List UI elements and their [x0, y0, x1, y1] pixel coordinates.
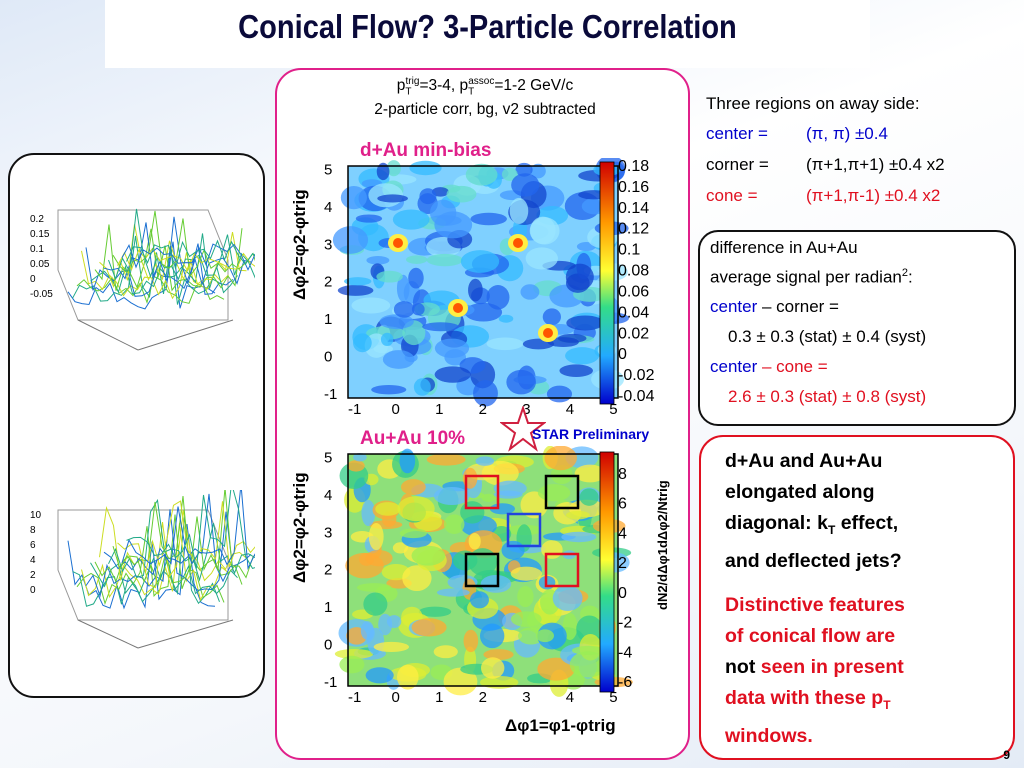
diff-line-2: average signal per radian2:	[710, 267, 913, 287]
x-tick-label: 3	[522, 401, 530, 416]
conclusion-box	[699, 435, 1015, 760]
colorbar-bottom	[599, 451, 615, 693]
title-bar	[105, 0, 870, 68]
center-region-box	[506, 512, 542, 548]
cone-def-value: (π+1,π-1) ±0.4 x2	[806, 186, 941, 205]
corner-region-box	[464, 552, 500, 588]
colorbar-tick-label: 0.16	[618, 179, 649, 196]
colorbar-tick-label: -0.02	[618, 367, 655, 384]
x-tick-label: 5	[609, 689, 617, 706]
x-tick-label: 2	[479, 401, 487, 416]
colorbar-top	[599, 161, 615, 405]
y-tick-label: 3	[324, 236, 332, 253]
heatmap-dau: 0.18 0.16 0.14 0.12 0.1 0.08 0.06 0.04 0.02 0 -0.0…	[324, 158, 655, 416]
y-tick-label: 0	[324, 349, 332, 366]
y-tick-label: 4	[324, 199, 332, 216]
colorbar-tick-label: -6	[618, 674, 632, 691]
x-tick-label: 1	[435, 689, 443, 706]
star-icon	[500, 406, 546, 452]
yaxis-label-bottom: Δφ2=φ2-φtrig	[290, 472, 309, 583]
diff-line-1: difference in Au+Au	[710, 238, 858, 257]
x-tick-label: 0	[392, 401, 400, 416]
colorbar-tick-label: 2	[618, 555, 627, 572]
cone-def-label: cone =	[706, 186, 758, 205]
x-tick-label: -1	[348, 401, 361, 416]
colorbar-tick-label: 0.12	[618, 221, 649, 238]
surface-top-tick: 0.2	[30, 214, 44, 225]
auau-label: Au+Au 10%	[360, 428, 466, 449]
center-def-value: (π, π) ±0.4	[806, 124, 888, 143]
colorbar-tick-label: 0.06	[618, 283, 649, 300]
x-tick-label: 5	[609, 401, 617, 416]
dau-label: d+Au min-bias	[360, 140, 492, 161]
y-tick-label: 2	[324, 562, 332, 579]
slide-title: Conical Flow? 3-Particle Correlation	[238, 8, 737, 45]
diff-line-4: 0.3 ± 0.3 (stat) ± 0.4 (syst)	[728, 327, 927, 346]
surface-top-tick: 0.05	[30, 259, 50, 270]
page-number: 9	[1003, 748, 1010, 762]
x-tick-label: 3	[522, 689, 530, 706]
star-preliminary-label: STAR Preliminary	[532, 426, 650, 442]
center-def-label: center =	[706, 124, 768, 143]
colorbar-tick-label: 0	[618, 346, 627, 363]
surface-top-tick: -0.05	[30, 289, 53, 300]
cone-region-box	[464, 474, 500, 510]
surface-bottom-tick: 2	[30, 570, 36, 581]
colorbar-tick-label: 0.02	[618, 325, 649, 342]
xaxis-label: Δφ1=φ1-φtrig	[505, 716, 616, 735]
colorbar-tick-label: 6	[618, 496, 627, 513]
x-tick-label: 1	[435, 401, 443, 416]
difference-box	[698, 230, 1016, 426]
surface-bottom-tick: 4	[30, 555, 36, 566]
surface-top-tick: 0.15	[30, 229, 50, 240]
kinematics-header: pTtrig=3-4, pTassoc=1-2 GeV/c	[396, 76, 574, 98]
surface-top-tick: 0.1	[30, 244, 44, 255]
y-tick-label: 1	[324, 311, 332, 328]
colorbar-tick-label: 0	[618, 585, 627, 602]
diff-line-3: center – corner =	[710, 297, 839, 316]
x-tick-label: 4	[566, 401, 574, 416]
y-tick-label: -1	[324, 674, 337, 691]
corner-def-value: (π+1,π+1) ±0.4 x2	[806, 155, 945, 174]
y-tick-label: 3	[324, 524, 332, 541]
surface-bottom-tick: 10	[30, 510, 42, 521]
surface-plot-dau: 0.2 0.15 0.1 0.05 0 -0.05	[28, 190, 255, 355]
subtraction-note: 2-particle corr, bg, v2 subtracted	[374, 101, 596, 118]
colorbar-tick-label: -0.04	[618, 388, 655, 405]
y-tick-label: 5	[324, 161, 332, 178]
diff-line-5: center – cone =	[710, 357, 828, 376]
y-tick-label: 1	[324, 599, 332, 616]
colorbar-tick-label: 0.04	[618, 304, 649, 321]
y-tick-label: 5	[324, 449, 332, 466]
corner-region-box	[544, 474, 580, 510]
colorbar-tick-label: 8	[618, 466, 627, 483]
yaxis-label-top: Δφ2=φ2-φtrig	[290, 189, 309, 300]
diff-line-6: 2.6 ± 0.3 (stat) ± 0.8 (syst)	[728, 387, 927, 406]
surface-bottom-tick: 0	[30, 585, 36, 596]
y-tick-label: 4	[324, 487, 332, 504]
x-tick-label: -1	[348, 689, 361, 706]
colorbar-tick-label: 0.18	[618, 158, 649, 175]
regions-header: Three regions on away side:	[706, 94, 920, 113]
y-tick-label: 2	[324, 274, 332, 291]
colorbar-tick-label: 0.1	[618, 242, 640, 259]
corner-def-label: corner =	[706, 155, 769, 174]
colorbar-tick-label: -2	[618, 615, 632, 632]
conclusion-text: d+Au and Au+Au elongated along diagonal:…	[725, 450, 905, 747]
colorbar-tick-label: 4	[618, 525, 627, 542]
surface-bottom-tick: 6	[30, 540, 36, 551]
colorbar-tick-label: 0.08	[618, 263, 649, 280]
surface-plot-auau: 10 8 6 4 2 0	[28, 490, 255, 653]
colorbar-tick-label: -4	[618, 644, 632, 661]
x-tick-label: 4	[566, 689, 574, 706]
colorbar-tick-label: 0.14	[618, 200, 649, 217]
x-tick-label: 2	[479, 689, 487, 706]
heatmap-auau: 8 6 4 2 0 -2 -4 -6 -1 -1 0 0 1 1 2 2 3 3 4 4 5 5	[324, 446, 633, 706]
surface-top-tick: 0	[30, 274, 36, 285]
cone-region-box	[544, 552, 580, 588]
y-tick-label: 0	[324, 637, 332, 654]
surface-bottom-tick: 8	[30, 525, 36, 536]
x-tick-label: 0	[392, 689, 400, 706]
y-tick-label: -1	[324, 386, 337, 403]
